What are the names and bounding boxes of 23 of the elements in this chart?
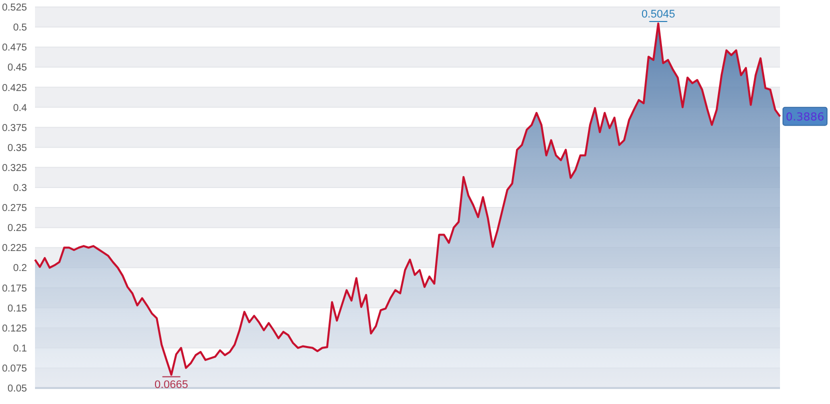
y-tick-label: 0.1 xyxy=(13,343,28,354)
annotation: 0.0665 xyxy=(154,378,188,391)
y-tick-label: 0.3 xyxy=(13,183,28,194)
annotation: 0.3886 xyxy=(786,110,824,124)
y-tick-label: 0.05 xyxy=(8,384,28,395)
y-tick-label: 0.275 xyxy=(2,203,28,214)
y-tick-label: 0.075 xyxy=(2,363,28,374)
y-tick-label: 0.375 xyxy=(2,122,28,134)
y-tick-label: 0.4 xyxy=(13,102,28,114)
y-tick-label: 0.15 xyxy=(8,303,28,314)
y-tick-label: 0.45 xyxy=(8,62,28,74)
annotation: 0.5045 xyxy=(641,8,676,20)
y-tick-label: 0.5 xyxy=(13,22,28,34)
y-tick-label: 0.475 xyxy=(2,42,28,54)
y-tick-label: 0.175 xyxy=(2,283,28,294)
y-tick-label: 0.525 xyxy=(2,2,28,14)
y-tick-label: 0.35 xyxy=(8,142,28,154)
y-tick-label: 0.25 xyxy=(8,223,28,234)
y-tick-label: 0.425 xyxy=(2,82,28,94)
y-tick-label: 0.325 xyxy=(2,162,28,174)
y-tick-label: 0.2 xyxy=(13,263,28,274)
y-tick-label: 0.125 xyxy=(2,323,28,334)
y-tick-label: 0.225 xyxy=(2,243,28,254)
